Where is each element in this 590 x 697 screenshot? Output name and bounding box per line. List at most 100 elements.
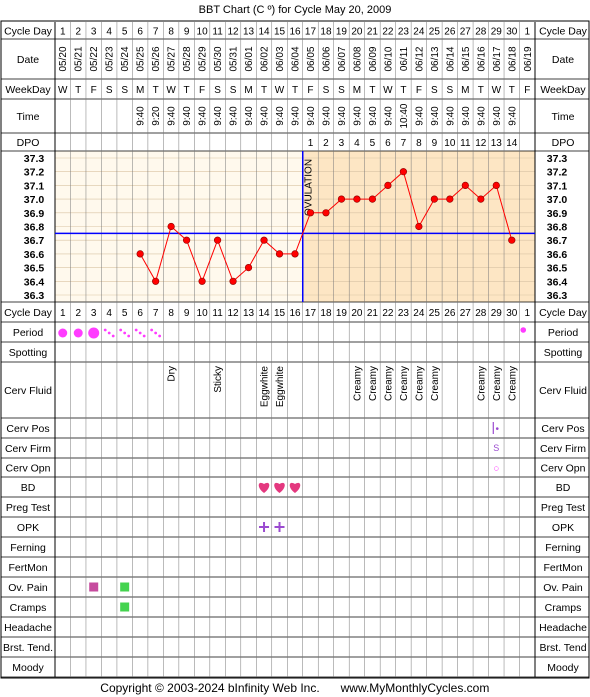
date-label: 06/08 [352,46,363,71]
row-label-right-weekday: WeekDay [540,84,586,96]
ovulation-label: OVULATION [304,159,315,216]
cycle-day-number-bottom: 22 [382,308,394,319]
y-tick-label-right: 37.2 [547,167,568,179]
cycle-day-number: 12 [228,27,240,38]
date-label: 06/01 [244,46,255,71]
row-label-time: Time [17,111,40,123]
weekday-label: W [275,85,285,96]
cycle-day-number: 14 [258,27,270,38]
cerv-fluid-label: Dry [167,366,178,382]
dpo-label: 7 [401,138,407,149]
y-tick-label-right: 36.7 [547,235,568,247]
row-label-right-headache: Headache [539,622,587,634]
row-label-headache: Headache [4,622,52,634]
y-tick-label: 36.3 [24,290,45,302]
row-label-preg-test: Preg Test [6,502,50,514]
period-light-marker [119,328,123,332]
row-label-weekday: WeekDay [5,84,51,96]
time-label: 9:40 [383,106,394,126]
cycle-day-number: 15 [274,27,286,38]
weekday-label: T [400,85,406,96]
weekday-label: W [58,85,68,96]
row-label-cycle-day-bottom: Cycle Day [4,307,53,319]
weekday-label: W [166,85,176,96]
row-label-right-cramps: Cramps [545,602,582,614]
row-label-cerv-fluid: Cerv Fluid [4,385,52,397]
y-tick-label: 36.7 [24,235,45,247]
time-label: 9:40 [291,106,302,126]
cycle-day-number: 30 [506,27,518,38]
dpo-label: 8 [416,138,422,149]
temperature-point [399,168,407,176]
temperature-point [461,181,469,189]
cycle-day-number: 13 [243,27,255,38]
row-label-spotting: Spotting [9,347,48,359]
time-label: 9:40 [461,106,472,126]
date-label: 05/30 [213,46,224,71]
dpo-label: 14 [506,138,518,149]
period-light-marker [158,334,162,338]
cerv-fluid-label: Creamy [414,366,425,401]
row-label-right-brst-tend: Brst. Tend [539,642,586,654]
y-tick-label: 36.9 [24,208,45,220]
y-tick-label: 36.6 [24,249,45,261]
cycle-day-number: 1 [524,27,530,38]
period-light-marker [150,328,154,332]
chart-title: BBT Chart (C º) for Cycle May 20, 2009 [199,4,392,16]
y-tick-label: 37.3 [24,153,45,165]
cycle-day-number: 11 [212,27,223,38]
date-label: 05/26 [151,46,162,71]
row-label-ferning: Ferning [10,542,46,554]
date-label: 05/20 [58,46,69,71]
cycle-day-number: 6 [137,27,143,38]
dpo-label: 1 [308,138,314,149]
time-label: 9:40 [136,106,147,126]
cycle-day-number: 19 [336,27,348,38]
date-label: 06/07 [337,46,348,71]
ov-pain-marker [89,582,99,592]
temperature-point [183,236,191,244]
row-label-right-preg-test: Preg Test [541,502,585,514]
cycle-day-number-bottom: 1 [524,308,530,319]
bd-heart-icon [274,482,285,493]
date-label: 06/12 [414,46,425,71]
time-label: 9:40 [167,106,178,126]
period-light-marker [123,331,127,335]
cycle-day-number: 5 [122,27,128,38]
row-label-period: Period [13,327,44,339]
weekday-label: T [292,85,298,96]
y-tick-label-right: 36.9 [547,208,568,220]
y-tick-label-right: 36.5 [547,263,568,275]
date-label: 06/06 [321,46,332,71]
period-flow-marker [73,328,83,338]
cycle-day-number-bottom: 13 [243,308,255,319]
weekday-label: T [369,85,375,96]
y-tick-label: 36.8 [24,222,45,234]
period-spot-marker [520,327,527,333]
footer-site[interactable]: www.MyMonthlyCycles.com [340,681,490,695]
temperature-point [306,209,315,217]
cycle-day-number-bottom: 25 [429,308,441,319]
y-tick-label-right: 36.8 [547,222,568,234]
date-label: 05/23 [105,46,116,71]
cerv-fluid-label: Creamy [430,366,441,401]
date-label: 06/19 [523,46,534,71]
row-label-dpo: DPO [17,137,40,149]
cycle-day-number-bottom: 23 [398,308,410,319]
temperature-point [213,236,222,244]
cycle-day-number-bottom: 21 [367,308,379,319]
cycle-day-number-bottom: 14 [258,308,270,319]
ov-pain-marker [120,582,130,592]
y-tick-label-right: 37.0 [547,194,568,206]
y-tick-label: 36.5 [24,263,45,275]
period-light-marker [107,331,111,335]
footer-copyright: Copyright © 2003-2024 bInfinity Web Inc. [100,681,319,695]
cycle-day-number-bottom: 11 [212,308,223,319]
temperature-point [167,222,175,231]
cycle-day-number: 4 [106,27,112,38]
cerv-pos-symbol: • [496,424,500,435]
y-tick-label-right: 37.1 [547,180,568,192]
weekday-label: M [244,85,252,96]
cerv-fluid-label: Creamy [352,366,363,401]
